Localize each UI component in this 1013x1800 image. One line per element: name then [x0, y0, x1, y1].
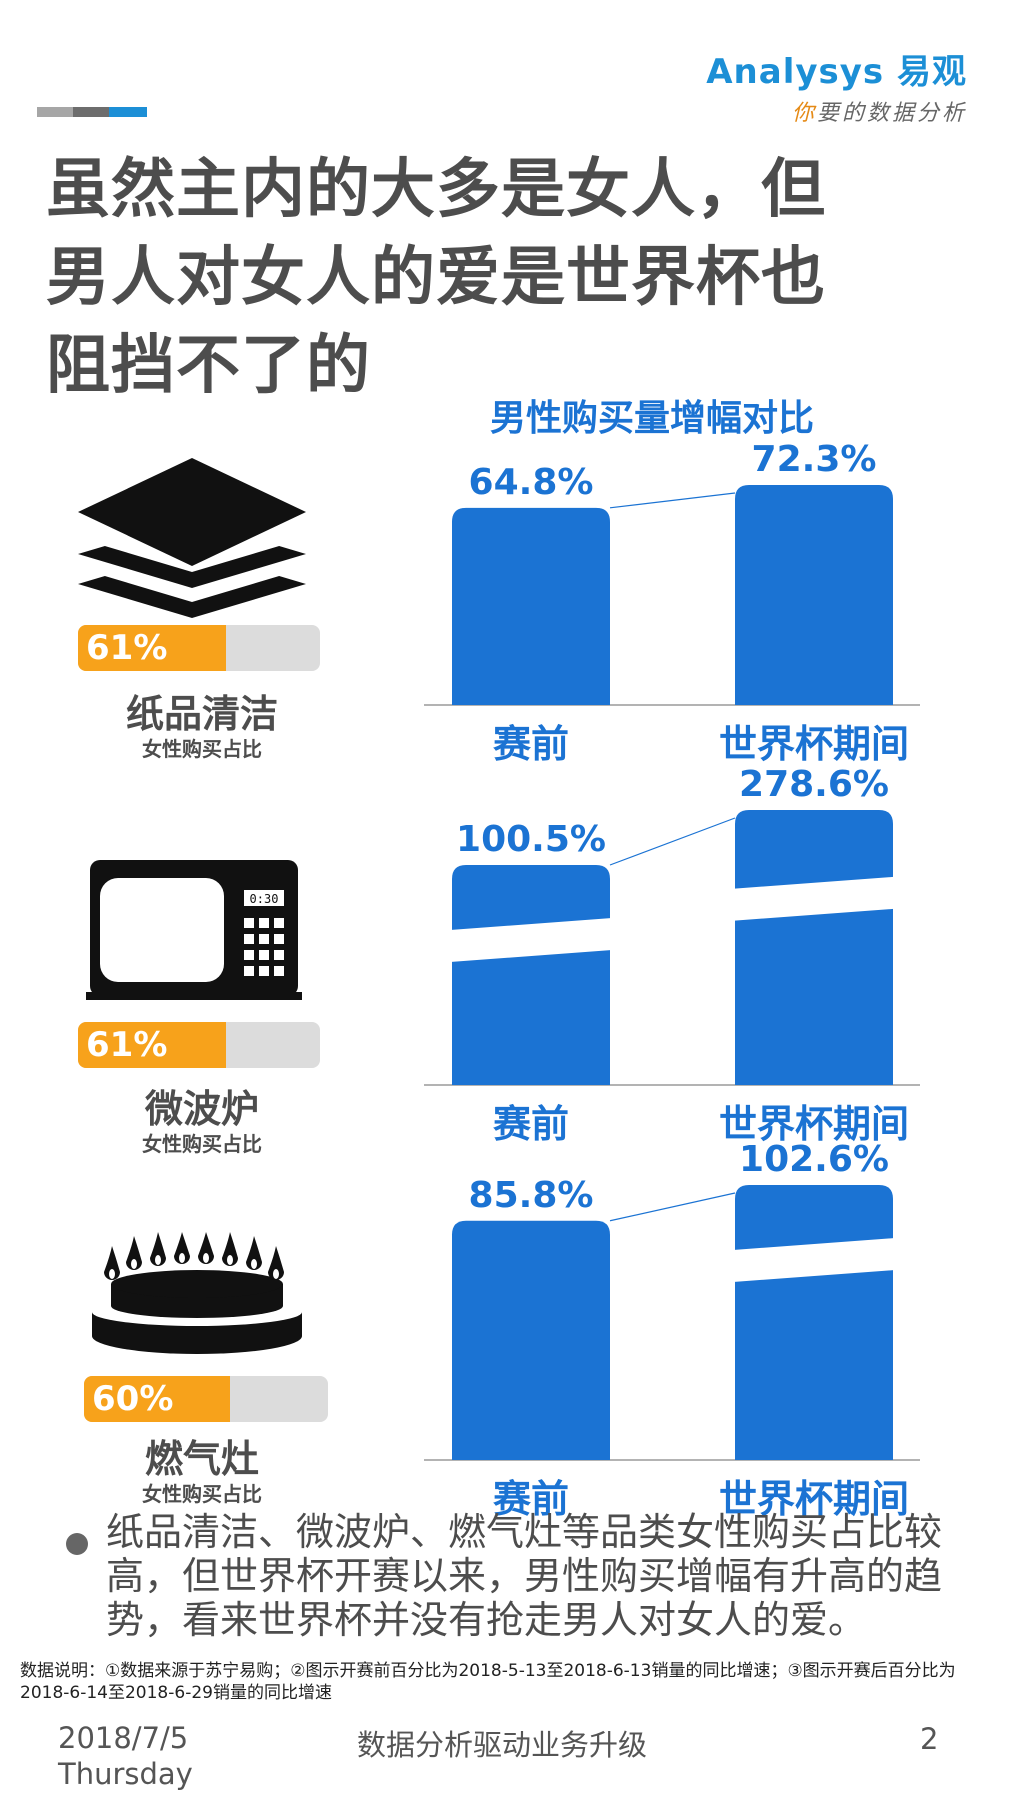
bar-value-label: 102.6% [739, 1139, 889, 1180]
microwave-icon: 0:30 [86, 860, 302, 1000]
logo-slogan: 你要的数据分析 [791, 101, 967, 126]
category-tick-label: 世界杯期间 [719, 722, 909, 766]
footer-weekday: Thursday [58, 1757, 193, 1791]
bar [452, 507, 610, 705]
chart-title: 男性购买量增幅对比 [490, 398, 815, 439]
summary-bullet: 纸品清洁、微波炉、燃气灶等品类女性购买占比较高，但世界杯开赛以来，男性购买增幅有… [106, 1510, 943, 1642]
bar-value-label: 64.8% [469, 462, 594, 503]
axis-break-mark [450, 918, 612, 962]
female-share-fill [84, 1376, 231, 1422]
category-name: 燃气灶 [144, 1437, 259, 1481]
accent-bar-blue [109, 107, 147, 117]
bar-value-label: 85.8% [469, 1175, 594, 1216]
page-title-line-1: 虽然主内的大多是女人，但 [46, 153, 826, 227]
category-sub: 女性购买占比 [142, 1482, 262, 1506]
category-tick-label: 世界杯期间 [719, 1102, 909, 1146]
bar [735, 485, 893, 705]
female-share-fill [78, 625, 226, 671]
page-title-line-3: 阻挡不了的 [46, 329, 371, 403]
category-tick-label: 赛前 [493, 722, 569, 766]
footer-date: 2018/7/5 Thursday [58, 1720, 193, 1792]
footer-date-value: 2018/7/5 [58, 1721, 189, 1755]
axis-break-mark [733, 876, 895, 921]
female-share-value: 61% [86, 1025, 168, 1065]
female-share-fill [78, 1022, 226, 1068]
bar-value-label: 72.3% [752, 439, 877, 480]
analysys-logo: Analysys 易观 你要的数据分析 [706, 44, 967, 127]
trend-connector-line [609, 817, 736, 866]
axis-break-mark [733, 1238, 895, 1282]
category-tick-label: 世界杯期间 [719, 1477, 909, 1521]
bullet-dot [66, 1533, 88, 1555]
female-share-value: 61% [86, 628, 168, 668]
logo-text: Analysys [706, 52, 885, 92]
data-note: 数据说明：①数据来源于苏宁易购；②图示开赛前百分比为2018-5-13至2018… [20, 1661, 956, 1703]
footer-tagline: 数据分析驱动业务升级 [357, 1728, 648, 1762]
gas-stove-icon [92, 1232, 302, 1354]
trend-connector-line [609, 492, 736, 509]
accent-bar-dark [73, 107, 109, 117]
trend-connector-line [609, 1192, 736, 1222]
bar [452, 865, 610, 1085]
category-name: 微波炉 [144, 1087, 259, 1131]
logo-cn-text: 易观 [897, 52, 967, 92]
category-sub: 女性购买占比 [142, 1132, 262, 1156]
female-share-value: 60% [92, 1379, 174, 1419]
bar-value-label: 100.5% [456, 819, 606, 860]
category-tick-label: 赛前 [493, 1477, 569, 1521]
paper-stack-icon [78, 458, 306, 618]
accent-bar-light [37, 107, 73, 117]
page-title-line-2: 男人对女人的爱是世界杯也 [46, 241, 826, 315]
bar [735, 1185, 893, 1460]
category-sub: 女性购买占比 [142, 737, 262, 761]
microwave-display: 0:30 [250, 892, 279, 906]
page-number: 2 [920, 1722, 939, 1756]
bar [735, 810, 893, 1085]
bar-value-label: 278.6% [739, 764, 889, 805]
bar [452, 1220, 610, 1460]
category-tick-label: 赛前 [493, 1102, 569, 1146]
header-accent-bars [37, 107, 147, 117]
category-name: 纸品清洁 [125, 692, 278, 736]
